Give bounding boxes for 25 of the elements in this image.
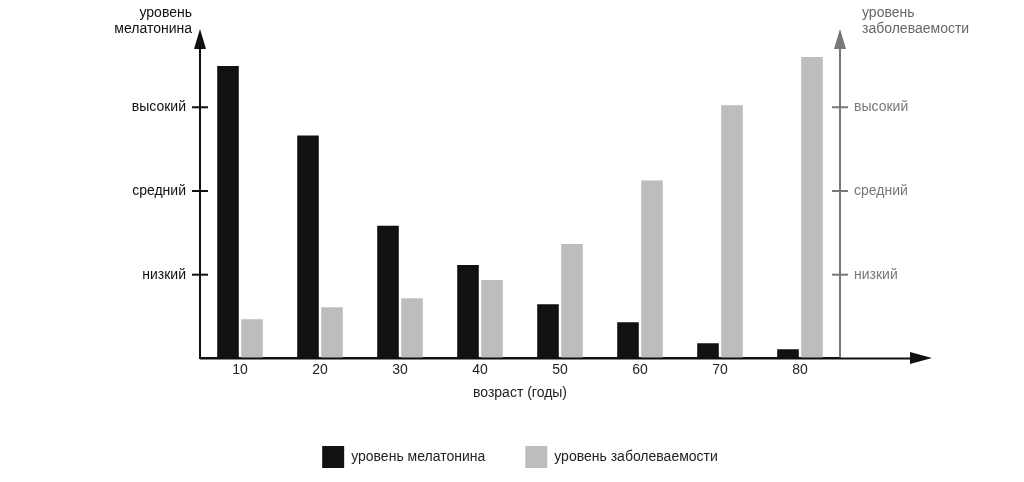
bar xyxy=(561,243,583,359)
legend-label: уровень заболеваемости xyxy=(554,447,718,464)
bar xyxy=(641,180,663,359)
x-tick-label: 80 xyxy=(792,360,808,377)
x-tick-label: 10 xyxy=(232,360,248,377)
bar xyxy=(241,319,263,359)
x-tick-label: 70 xyxy=(712,360,728,377)
text: средний xyxy=(132,181,186,198)
bar xyxy=(321,307,343,359)
x-tick-label: 40 xyxy=(472,360,488,377)
x-tick-label: 30 xyxy=(392,360,408,377)
y2-axis-title: уровень заболеваемости xyxy=(862,3,970,36)
text: средний xyxy=(854,181,908,198)
legend-label: уровень мелатонина xyxy=(351,447,486,464)
x-axis-title: возраст (годы) xyxy=(472,384,568,401)
y-axis-title: уровень мелатонина xyxy=(114,3,193,36)
x-tick-label: 20 xyxy=(312,360,328,377)
text: высокий xyxy=(131,98,186,115)
text: низкий xyxy=(142,265,186,282)
text: высокий xyxy=(854,98,909,115)
bar xyxy=(721,105,743,359)
x-tick-label: 60 xyxy=(632,360,648,377)
text: низкий xyxy=(854,265,898,282)
x-tick-label: 50 xyxy=(552,360,568,377)
bar xyxy=(801,57,823,359)
